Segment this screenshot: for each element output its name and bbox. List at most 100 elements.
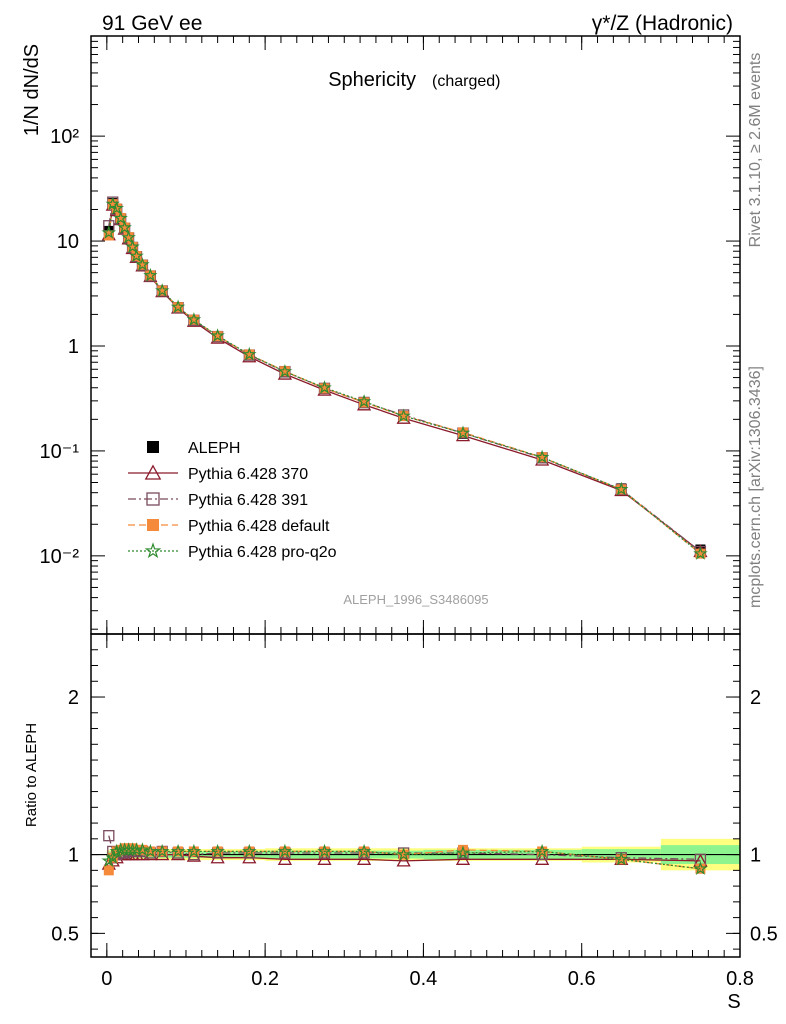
legend-label-0: ALEPH: [188, 440, 240, 457]
ratio-point-3-19: [455, 845, 471, 860]
ratio-point-3-11: [170, 843, 186, 858]
main-point-3-13: [212, 331, 223, 342]
main-point-4-13: [210, 328, 225, 343]
y-axis-label-main: 1/N dN/dS: [21, 44, 43, 136]
ratio-plot-frame: [90, 633, 741, 958]
main-point-3-14: [244, 349, 255, 360]
ratio-point-1-0: [103, 830, 115, 842]
main-point-4-21: [614, 481, 629, 496]
ratio-point-3-9: [143, 843, 158, 858]
ratio-point-3-22: [693, 861, 708, 875]
main-point-3-12: [188, 314, 199, 325]
main-point-4-6: [125, 239, 140, 254]
ratio-point-2-0: [103, 865, 114, 876]
xtick-label-2: 0.4: [410, 968, 438, 990]
main-point-4-12: [186, 312, 202, 326]
chart-subtitle: (charged): [432, 73, 500, 90]
ratio-point-3-20: [534, 843, 550, 858]
plot-frames: [90, 35, 741, 958]
main-point-3-5: [123, 232, 134, 243]
ratio-ytick-label-0: 0.5: [51, 923, 79, 945]
main-point-3-7: [131, 251, 142, 262]
main-ytick-label-3: 10: [57, 231, 79, 253]
ratio-point-0-16: [317, 851, 332, 865]
chart-title: Sphericity: [328, 69, 416, 91]
legend-label-4: Pythia 6.428 pro-q2o: [188, 544, 337, 561]
ratio-point-2-12: [188, 846, 199, 857]
ratio-point-3-1: [105, 850, 120, 864]
ratio-point-2-8: [137, 844, 148, 855]
main-point-4-16: [317, 380, 332, 394]
ratio-point-3-13: [210, 843, 225, 858]
main-series: [101, 196, 708, 560]
ratio-ytick-label-1: 1: [68, 845, 79, 867]
ratio-point-2-19: [457, 844, 468, 855]
rivet-version-label: Rivet 3.1.10, ≥ 2.6M events: [747, 53, 764, 248]
ratio-point-2-11: [173, 846, 184, 857]
main-point-4-0: [101, 225, 117, 239]
main-point-4-8: [135, 257, 150, 271]
main-point-3-20: [537, 452, 548, 463]
legend-marker-0: [147, 441, 159, 453]
ratio-point-3-14: [241, 843, 257, 858]
ratio-point-0-19: [455, 851, 471, 865]
legend-marker-2: [146, 492, 160, 506]
legend-label-1: Pythia 6.428 370: [188, 466, 308, 483]
main-ytick-label-4: 10²: [50, 126, 79, 148]
legend-marker-4: [144, 542, 162, 559]
main-point-4-5: [121, 229, 136, 244]
y-axis-label-ratio: Ratio to ALEPH: [23, 723, 40, 827]
main-point-3-18: [398, 411, 409, 422]
main-point-4-3: [113, 210, 128, 225]
xtick-label-1: 0.2: [251, 968, 279, 990]
main-ytick-label-0: 10⁻²: [40, 546, 80, 568]
main-point-4-9: [143, 267, 158, 282]
ratio-ytick-label-right-1: 1: [750, 845, 761, 867]
main-point-3-21: [616, 484, 627, 495]
main-point-4-2: [109, 200, 124, 215]
main-point-4-20: [534, 449, 550, 464]
legend: ALEPH Pythia 6.428 370 Pythia 6.428 391 Pyt…: [128, 440, 337, 561]
main-point-3-8: [137, 259, 148, 270]
main-point-3-3: [115, 212, 126, 223]
watermark: ALEPH_1996_S3486095: [343, 592, 488, 607]
ratio-point-2-22: [695, 863, 706, 874]
main-point-4-11: [170, 299, 186, 314]
ratio-point-0-14: [242, 850, 257, 864]
main-point-3-19: [457, 427, 468, 438]
ratio-point-2-21: [616, 854, 627, 865]
ratio-point-3-15: [277, 843, 293, 858]
main-point-3-9: [145, 270, 156, 281]
ratio-point-3-8: [135, 842, 150, 857]
ratio-point-2-20: [537, 846, 548, 857]
ratio-point-3-17: [356, 843, 372, 858]
main-point-4-19: [455, 425, 471, 440]
main-point-4-7: [129, 248, 144, 263]
main-ytick-label-2: 1: [68, 336, 79, 358]
ratio-series: [101, 830, 708, 876]
main-point-4-14: [241, 346, 257, 361]
main-point-3-17: [359, 397, 370, 408]
legend-marker-3: [147, 519, 159, 531]
legend-marker-1: [144, 464, 162, 480]
ratio-point-0-17: [356, 851, 372, 865]
main-point-3-16: [319, 383, 330, 394]
main-point-3-10: [157, 285, 168, 296]
main-point-4-17: [356, 394, 372, 408]
ratio-point-3-10: [155, 843, 170, 858]
main-point-3-2: [111, 203, 122, 214]
x-axis-label: S: [727, 991, 740, 1013]
main-point-3-6: [127, 241, 138, 252]
main-point-3-22: [695, 548, 706, 559]
mcplots-label: mcplots.cern.ch [arXiv:1306.3436]: [747, 366, 764, 608]
xtick-label-0: 0: [101, 968, 112, 990]
legend-label-2: Pythia 6.428 391: [188, 492, 308, 509]
ratio-point-2-10: [157, 846, 168, 857]
main-point-4-22: [693, 546, 708, 560]
ratio-point-0-13: [210, 850, 225, 864]
main-point-3-4: [119, 222, 130, 233]
main-ytick-label-1: 10⁻¹: [40, 441, 80, 463]
main-point-4-4: [117, 220, 132, 234]
ratio-ytick-label-2: 2: [68, 687, 79, 709]
ratio-ytick-label-right-2: 2: [750, 687, 761, 709]
